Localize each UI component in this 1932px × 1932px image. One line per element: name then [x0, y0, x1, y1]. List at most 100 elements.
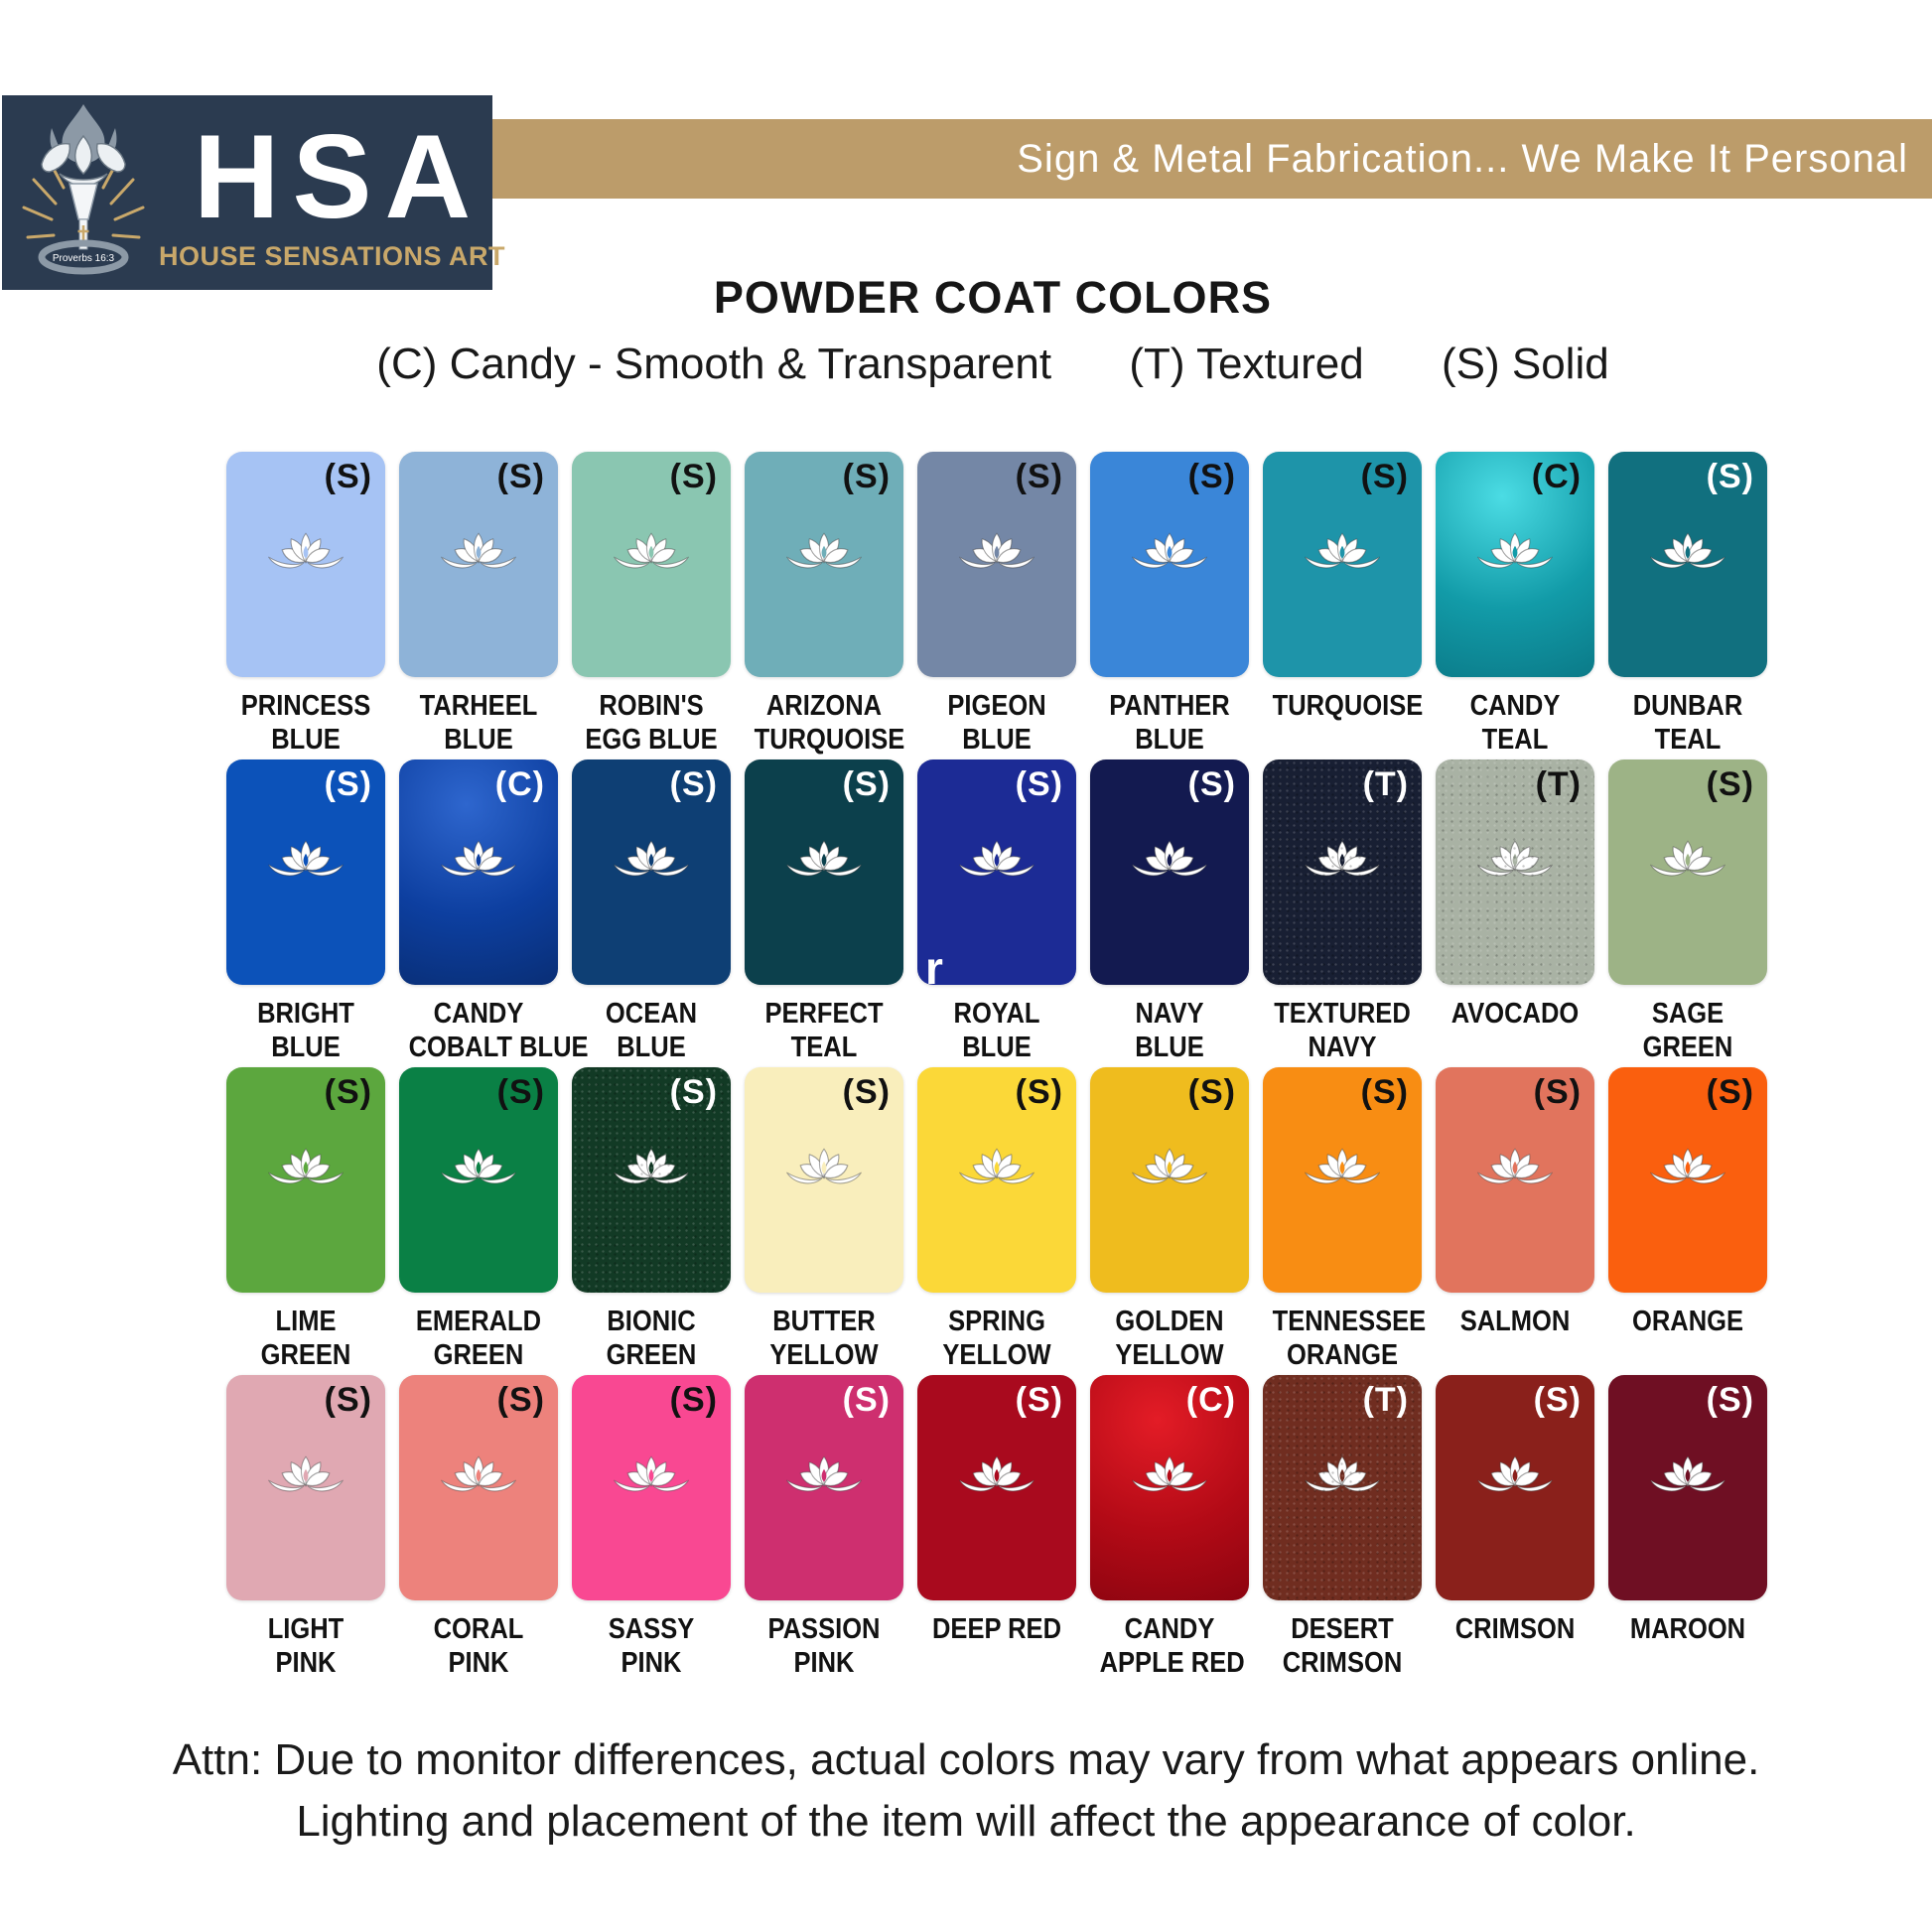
lotus-icon [268, 532, 344, 569]
swatch-tile-passion-pink: (S) [745, 1375, 903, 1600]
swatch-name: SASSY PINK [608, 1613, 695, 1679]
finish-code-badge: (S) [1015, 765, 1063, 803]
finish-code-badge: (S) [496, 1381, 545, 1419]
swatch-tile-turquoise: (S) [1263, 452, 1422, 677]
finish-code-badge: (S) [324, 765, 372, 803]
lotus-icon [1132, 840, 1207, 877]
finish-code-badge: (C) [1185, 1381, 1236, 1419]
logo: Proverbs 16:3 HSA HOUSE SENSATIONS ART [2, 95, 505, 290]
finish-code-badge: (S) [1533, 1073, 1582, 1111]
swatch-sassy-pink: (S) SASSY PINK [572, 1375, 731, 1683]
swatch-name: PRINCESS BLUE [240, 690, 371, 756]
swatch-arizona-turquoise: (S) ARIZONA TURQUOISE [745, 452, 905, 759]
swatch-tile-spring-yellow: (S) [917, 1067, 1076, 1293]
swatch-tile-perfect-teal: (S) [745, 759, 903, 985]
swatch-maroon: (S) MAROON [1608, 1375, 1767, 1683]
finish-code-badge: (S) [669, 458, 718, 495]
swatch-tile-deep-red: (S) [917, 1375, 1076, 1600]
swatch-tile-crimson: (S) [1436, 1375, 1594, 1600]
swatch-name: ORANGE [1631, 1306, 1744, 1337]
lotus-icon [1132, 1455, 1207, 1492]
lotus-icon [1132, 532, 1207, 569]
swatch-pigeon-blue: (S) PIGEON BLUE [917, 452, 1076, 759]
swatch-tile-butter-yellow: (S) [745, 1067, 903, 1293]
disclaimer: Attn: Due to monitor differences, actual… [0, 1729, 1932, 1853]
swatch-butter-yellow: (S) BUTTER YELLOW [745, 1067, 903, 1375]
swatch-name: TARHEEL BLUE [419, 690, 538, 756]
finish-code-badge: (S) [1706, 765, 1754, 803]
lotus-icon [268, 840, 344, 877]
finish-code-badge: (S) [496, 458, 545, 495]
lotus-icon [614, 532, 689, 569]
swatch-candy-apple-red: (C) CANDY APPLE RED [1090, 1375, 1249, 1683]
swatch-name: NAVY BLUE [1135, 998, 1204, 1063]
finish-code-badge: (S) [1187, 765, 1236, 803]
tagline-text: Sign & Metal Fabrication... We Make It P… [1017, 136, 1908, 181]
lotus-icon [1650, 1455, 1725, 1492]
swatch-name: CRIMSON [1454, 1613, 1576, 1645]
finish-code-badge: (T) [1362, 765, 1409, 803]
swatch-tile-tarheel-blue: (S) [399, 452, 558, 677]
swatch-name: SAGE GREEN [1642, 998, 1733, 1063]
swatch-name: ARIZONA TURQUOISE [754, 690, 905, 756]
swatch-tile-bionic-green: (S) [572, 1067, 731, 1293]
lotus-icon [786, 1455, 862, 1492]
finish-code-badge: (S) [1533, 1381, 1582, 1419]
swatch-candy-cobalt-blue: (C) CANDY COBALT BLUE [399, 759, 589, 1067]
lotus-icon [614, 1455, 689, 1492]
color-grid: (S) PRINCESS BLUE (S) TARHEEL BLUE (S) [226, 452, 1767, 1683]
swatch-tile-textured-navy: (T) [1263, 759, 1422, 985]
swatch-name: DEEP RED [931, 1613, 1061, 1645]
swatch-tile-panther-blue: (S) [1090, 452, 1249, 677]
swatch-name: PASSION PINK [767, 1613, 881, 1679]
swatch-name: BRIGHT BLUE [257, 998, 354, 1063]
swatch-tile-dunbar-teal: (S) [1608, 452, 1767, 677]
finish-legend: (C) Candy - Smooth & Transparent (T) Tex… [0, 340, 1932, 389]
swatch-tile-desert-crimson: (T) [1263, 1375, 1422, 1600]
finish-code-badge: (S) [1187, 458, 1236, 495]
finish-code-badge: (S) [1360, 458, 1409, 495]
swatch-tile-navy-blue: (S) [1090, 759, 1249, 985]
lotus-icon [614, 1148, 689, 1184]
finish-code-badge: (S) [842, 765, 891, 803]
swatch-tile-ocean-blue: (S) [572, 759, 731, 985]
finish-code-badge: (S) [669, 1381, 718, 1419]
swatch-name: EMERALD GREEN [415, 1306, 542, 1371]
lotus-icon [1305, 1455, 1380, 1492]
swatch-name: PANTHER BLUE [1109, 690, 1230, 756]
finish-code-badge: (T) [1362, 1381, 1409, 1419]
swatch-tile-coral-pink: (S) [399, 1375, 558, 1600]
finish-code-badge: (S) [1706, 458, 1754, 495]
swatch-name: BIONIC GREEN [606, 1306, 697, 1371]
swatch-tile-golden-yellow: (S) [1090, 1067, 1249, 1293]
stray-character: r [925, 942, 943, 994]
finish-code-badge: (S) [324, 1073, 372, 1111]
lotus-icon [786, 1148, 862, 1184]
finish-code-badge: (S) [1187, 1073, 1236, 1111]
lotus-icon [786, 840, 862, 877]
swatch-name: SPRING YELLOW [942, 1306, 1051, 1371]
disclaimer-line-2: Lighting and placement of the item will … [296, 1797, 1636, 1846]
disclaimer-line-1: Attn: Due to monitor differences, actual… [172, 1735, 1760, 1784]
finish-code-badge: (S) [1706, 1381, 1754, 1419]
finish-code-badge: (S) [1015, 1381, 1063, 1419]
swatch-name: OCEAN BLUE [605, 998, 698, 1063]
finish-code-badge: (S) [842, 458, 891, 495]
swatch-lime-green: (S) LIME GREEN [226, 1067, 385, 1375]
lotus-icon [441, 840, 516, 877]
swatch-tile-orange: (S) [1608, 1067, 1767, 1293]
torch-lotus-icon: Proverbs 16:3 [22, 104, 145, 275]
swatch-turquoise: (S) TURQUOISE [1263, 452, 1423, 759]
swatch-navy-blue: (S) NAVY BLUE [1090, 759, 1249, 1067]
swatch-name: LIME GREEN [260, 1306, 351, 1371]
swatch-tile-avocado: (T) [1436, 759, 1594, 985]
swatch-name: CORAL PINK [433, 1613, 524, 1679]
swatch-name: CANDY APPLE RED [1099, 1613, 1245, 1679]
lotus-icon [441, 1148, 516, 1184]
swatch-crimson: (S) CRIMSON [1436, 1375, 1594, 1683]
lotus-icon [959, 1148, 1035, 1184]
swatch-light-pink: (S) LIGHT PINK [226, 1375, 385, 1683]
finish-code-badge: (S) [842, 1381, 891, 1419]
lotus-icon [1650, 840, 1725, 877]
